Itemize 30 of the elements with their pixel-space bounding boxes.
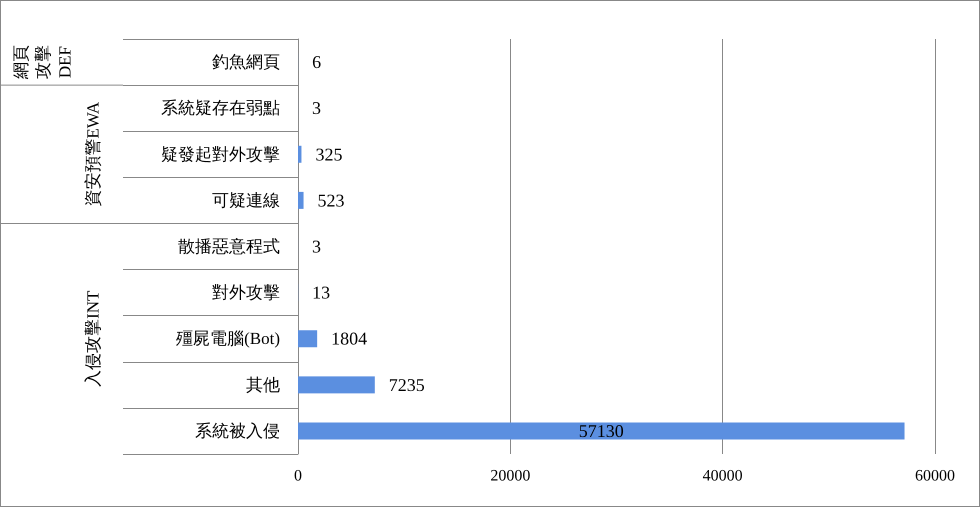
y-tick-label: 疑發起對外攻擊 [161,144,280,164]
bar [298,192,304,209]
x-tick-label: 0 [294,468,302,484]
data-label: 6 [312,52,322,72]
y-tick-label: 散播惡意程式 [178,237,280,256]
y-tick-label: 殭屍電腦(Bot) [176,329,280,348]
data-label: 57130 [578,420,624,441]
y-tick-label: 其他 [246,375,280,394]
text: 資安預警EWA [84,101,102,207]
bar [298,376,375,394]
data-label: 3 [312,98,322,118]
text: 入侵攻擊INT [84,290,102,387]
text: 網頁攻擊DEF [12,45,74,80]
x-tick-label: 40000 [702,468,743,484]
bar [298,422,905,440]
y-tick-label: 釣魚網頁 [212,52,280,72]
data-label: 13 [312,282,330,303]
y-tick-label: 系統疑存在弱點 [161,98,280,118]
x-tick-label: 60000 [915,468,955,484]
data-label: 3 [312,236,322,256]
y-tick-label: 對外攻擊 [212,283,280,302]
data-label: 7235 [388,374,425,395]
bar [298,330,318,348]
data-label: 325 [315,144,342,164]
data-label: 523 [318,190,345,210]
y-tick-label: 系統被入侵 [195,421,280,440]
data-label: 1804 [331,328,368,349]
y-tick-label: 可疑連線 [212,190,280,210]
bar [298,146,302,163]
x-tick-label: 20000 [490,468,530,484]
